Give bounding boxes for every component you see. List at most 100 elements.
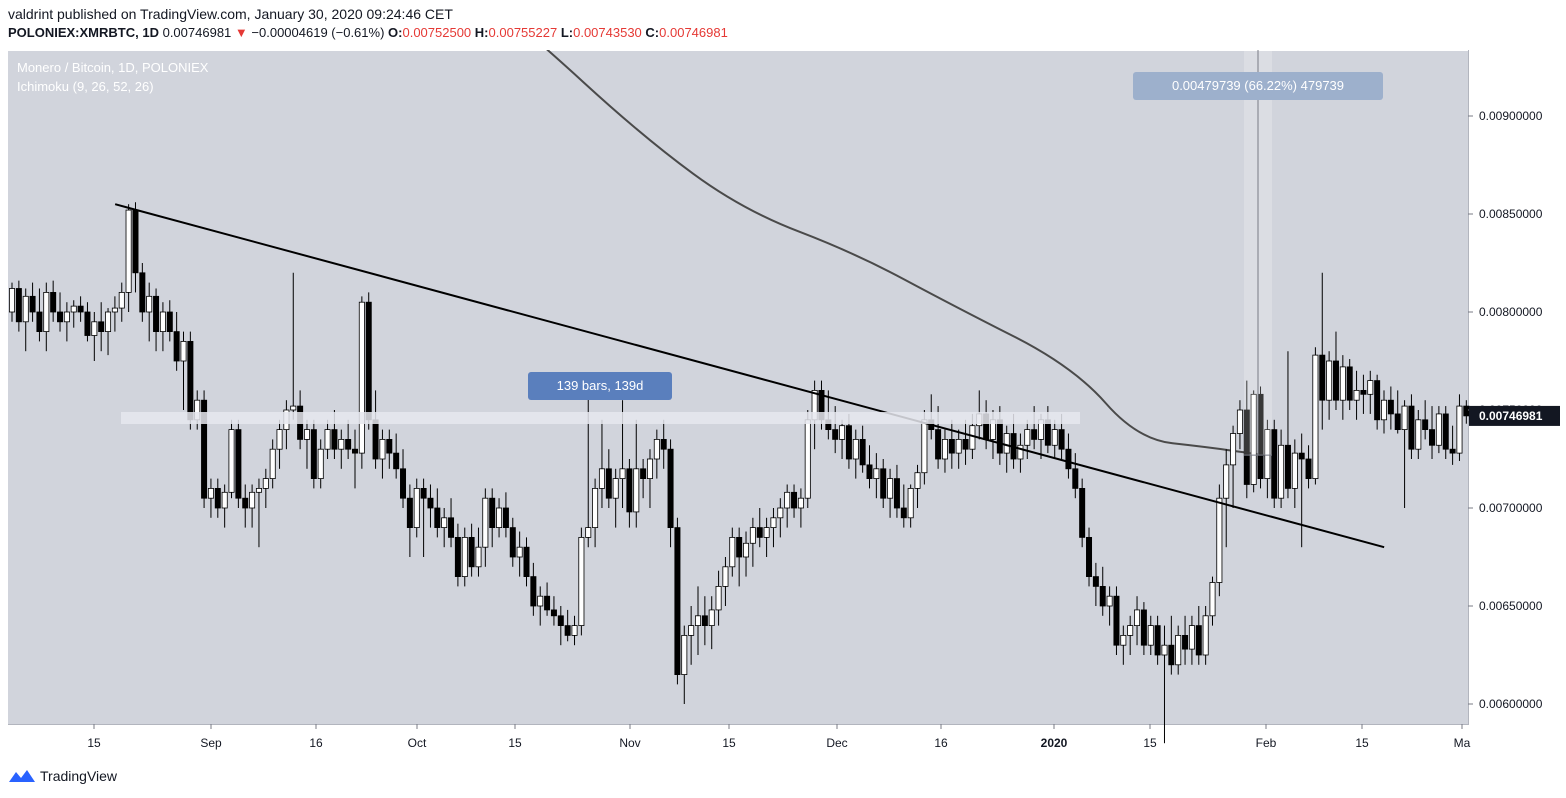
time-tick-label: 2020 [1041, 736, 1068, 750]
candle [1188, 615, 1195, 665]
candle-body-up [571, 625, 578, 636]
down-arrow-icon: ▼ [234, 25, 248, 40]
candle-body-down [1086, 536, 1093, 577]
candle-body-up [708, 609, 715, 626]
candle-body-up [317, 448, 324, 480]
candle [1435, 406, 1442, 454]
candle [791, 484, 798, 518]
candle-body-down [900, 507, 907, 519]
candle-body-up [1326, 360, 1333, 401]
time-tick-label: Dec [826, 736, 847, 750]
candle-body-up [1147, 625, 1154, 646]
price-chart[interactable]: 139 bars, 139d 0.00479739 (66.22%) 479739… [0, 50, 1566, 760]
candle-body-up [516, 546, 523, 558]
candle-body-up [461, 536, 468, 577]
candle-body-up [303, 429, 310, 440]
candle [866, 445, 873, 489]
candle [1113, 586, 1120, 655]
candle [893, 464, 900, 518]
symbol-label[interactable]: POLONIEX:XMRBTC, 1D [8, 25, 159, 40]
candle [1175, 625, 1182, 675]
tradingview-logo[interactable]: TradingView [8, 768, 117, 784]
candle-body-up [441, 517, 448, 528]
candle-body-up [1188, 625, 1195, 650]
candle [358, 296, 365, 469]
candle [255, 478, 262, 548]
open-label: O: [388, 25, 403, 40]
candle-body-up [681, 635, 688, 676]
candle-body-up [324, 429, 331, 450]
bars-range-band [121, 412, 1080, 424]
candle [201, 390, 208, 508]
candle [454, 523, 461, 587]
candle [482, 488, 489, 567]
candle [564, 609, 571, 642]
candle [695, 586, 702, 655]
candle-body-up [784, 491, 791, 509]
candle [1024, 419, 1031, 459]
candle-body-down [1319, 354, 1326, 401]
candle [338, 429, 345, 469]
candle [63, 302, 70, 342]
candle [228, 419, 235, 499]
candle-body-down [448, 517, 455, 538]
candle-body-up [763, 527, 770, 538]
candle [351, 429, 358, 489]
candle [1346, 359, 1353, 410]
candle [900, 484, 907, 528]
candle-body-down [1449, 448, 1456, 454]
candle-body-down [640, 468, 647, 479]
candle-body-down [1422, 419, 1429, 430]
time-tick-label: Oct [408, 736, 427, 750]
candle [36, 288, 43, 342]
candle-body-down [1284, 444, 1291, 489]
change-value: −0.00004619 (−0.61%) [251, 25, 385, 40]
high-label: H: [474, 25, 489, 40]
candle-body-down [1195, 625, 1202, 656]
candle-body-up [1264, 429, 1271, 480]
last-price-tag [1469, 405, 1560, 426]
candle [214, 478, 221, 518]
candle-body-down [880, 468, 887, 499]
time-tick-label: 16 [934, 736, 948, 750]
candle-body-down [523, 546, 530, 578]
candle [1230, 425, 1237, 508]
candle-body-down [15, 288, 22, 323]
candle [1463, 400, 1470, 424]
candle-body-down [187, 340, 194, 421]
candle [139, 263, 146, 322]
candle [852, 429, 859, 479]
candle-body-down [434, 507, 441, 529]
candle-body-down [1031, 429, 1038, 440]
candle-body-up [1367, 380, 1374, 395]
candle [598, 419, 605, 508]
candle-body-down [84, 311, 91, 336]
candle-body-down [386, 438, 393, 454]
candle-body-up [722, 566, 729, 587]
candle-body-down [1243, 409, 1250, 485]
candle [681, 625, 688, 704]
candle-body-up [159, 311, 166, 333]
candle-body-down [935, 429, 942, 460]
candle-body-up [118, 291, 125, 309]
candle [770, 508, 777, 548]
close-value: 0.00746981 [659, 25, 728, 40]
candle [1147, 615, 1154, 655]
candle-body-down [310, 429, 317, 480]
candle-body-down [1099, 586, 1106, 607]
time-tick-label: Sep [200, 736, 222, 750]
candle-body-up [1339, 366, 1346, 401]
candle [1449, 425, 1456, 465]
candle [77, 296, 84, 322]
candle-body-up [1435, 413, 1442, 446]
candle [1332, 331, 1339, 410]
candle [1051, 419, 1058, 459]
candle-body-up [43, 291, 50, 332]
candle-body-up [379, 438, 386, 460]
candle [715, 570, 722, 626]
candle-body-down [406, 497, 413, 529]
candle [406, 484, 413, 557]
candle-body-up [70, 305, 77, 313]
candle-body-down [1463, 405, 1470, 417]
candle-body-up [804, 419, 811, 499]
